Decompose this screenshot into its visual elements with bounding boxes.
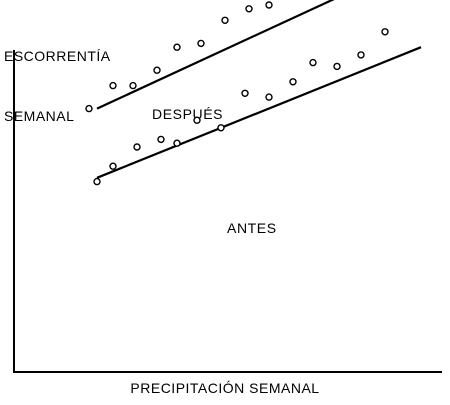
data-point: [197, 39, 205, 48]
data-point: [109, 162, 117, 170]
series-label-2: ANTES: [227, 220, 277, 236]
trend-line-1: [96, 0, 335, 110]
data-point: [129, 81, 137, 90]
data-point: [173, 43, 181, 51]
data-point: [109, 81, 117, 90]
axes: [13, 50, 442, 373]
data-point: [265, 93, 273, 101]
data-point: [153, 66, 161, 74]
data-point: [173, 139, 181, 147]
data-point: [357, 51, 365, 59]
y-axis-label-line-1: ESCORRENTÍA: [4, 48, 111, 64]
series-1: DESPUÉS: [85, 0, 335, 122]
data-point: [265, 1, 273, 9]
data-point: [381, 28, 389, 36]
series-layer: DESPUÉS ANTES: [85, 0, 422, 236]
data-point: [193, 116, 201, 124]
y-axis-label: ESCORRENTÍA SEMANAL: [4, 6, 111, 146]
data-point: [217, 124, 225, 132]
data-point: [245, 5, 253, 13]
data-point: [309, 58, 317, 67]
data-point: [289, 78, 297, 86]
data-point: [133, 143, 141, 151]
series-2: ANTES: [93, 28, 422, 236]
y-axis-label-line-2: SEMANAL: [4, 108, 75, 124]
data-point: [333, 62, 341, 71]
data-point: [85, 104, 93, 113]
data-point: [221, 16, 229, 24]
data-point: [93, 177, 101, 186]
trend-line-2: [96, 46, 422, 179]
x-axis-label: PRECIPITACIÓN SEMANAL: [130, 380, 320, 396]
data-point: [241, 89, 249, 98]
series-label-1: DESPUÉS: [152, 106, 223, 122]
data-point: [157, 135, 165, 144]
